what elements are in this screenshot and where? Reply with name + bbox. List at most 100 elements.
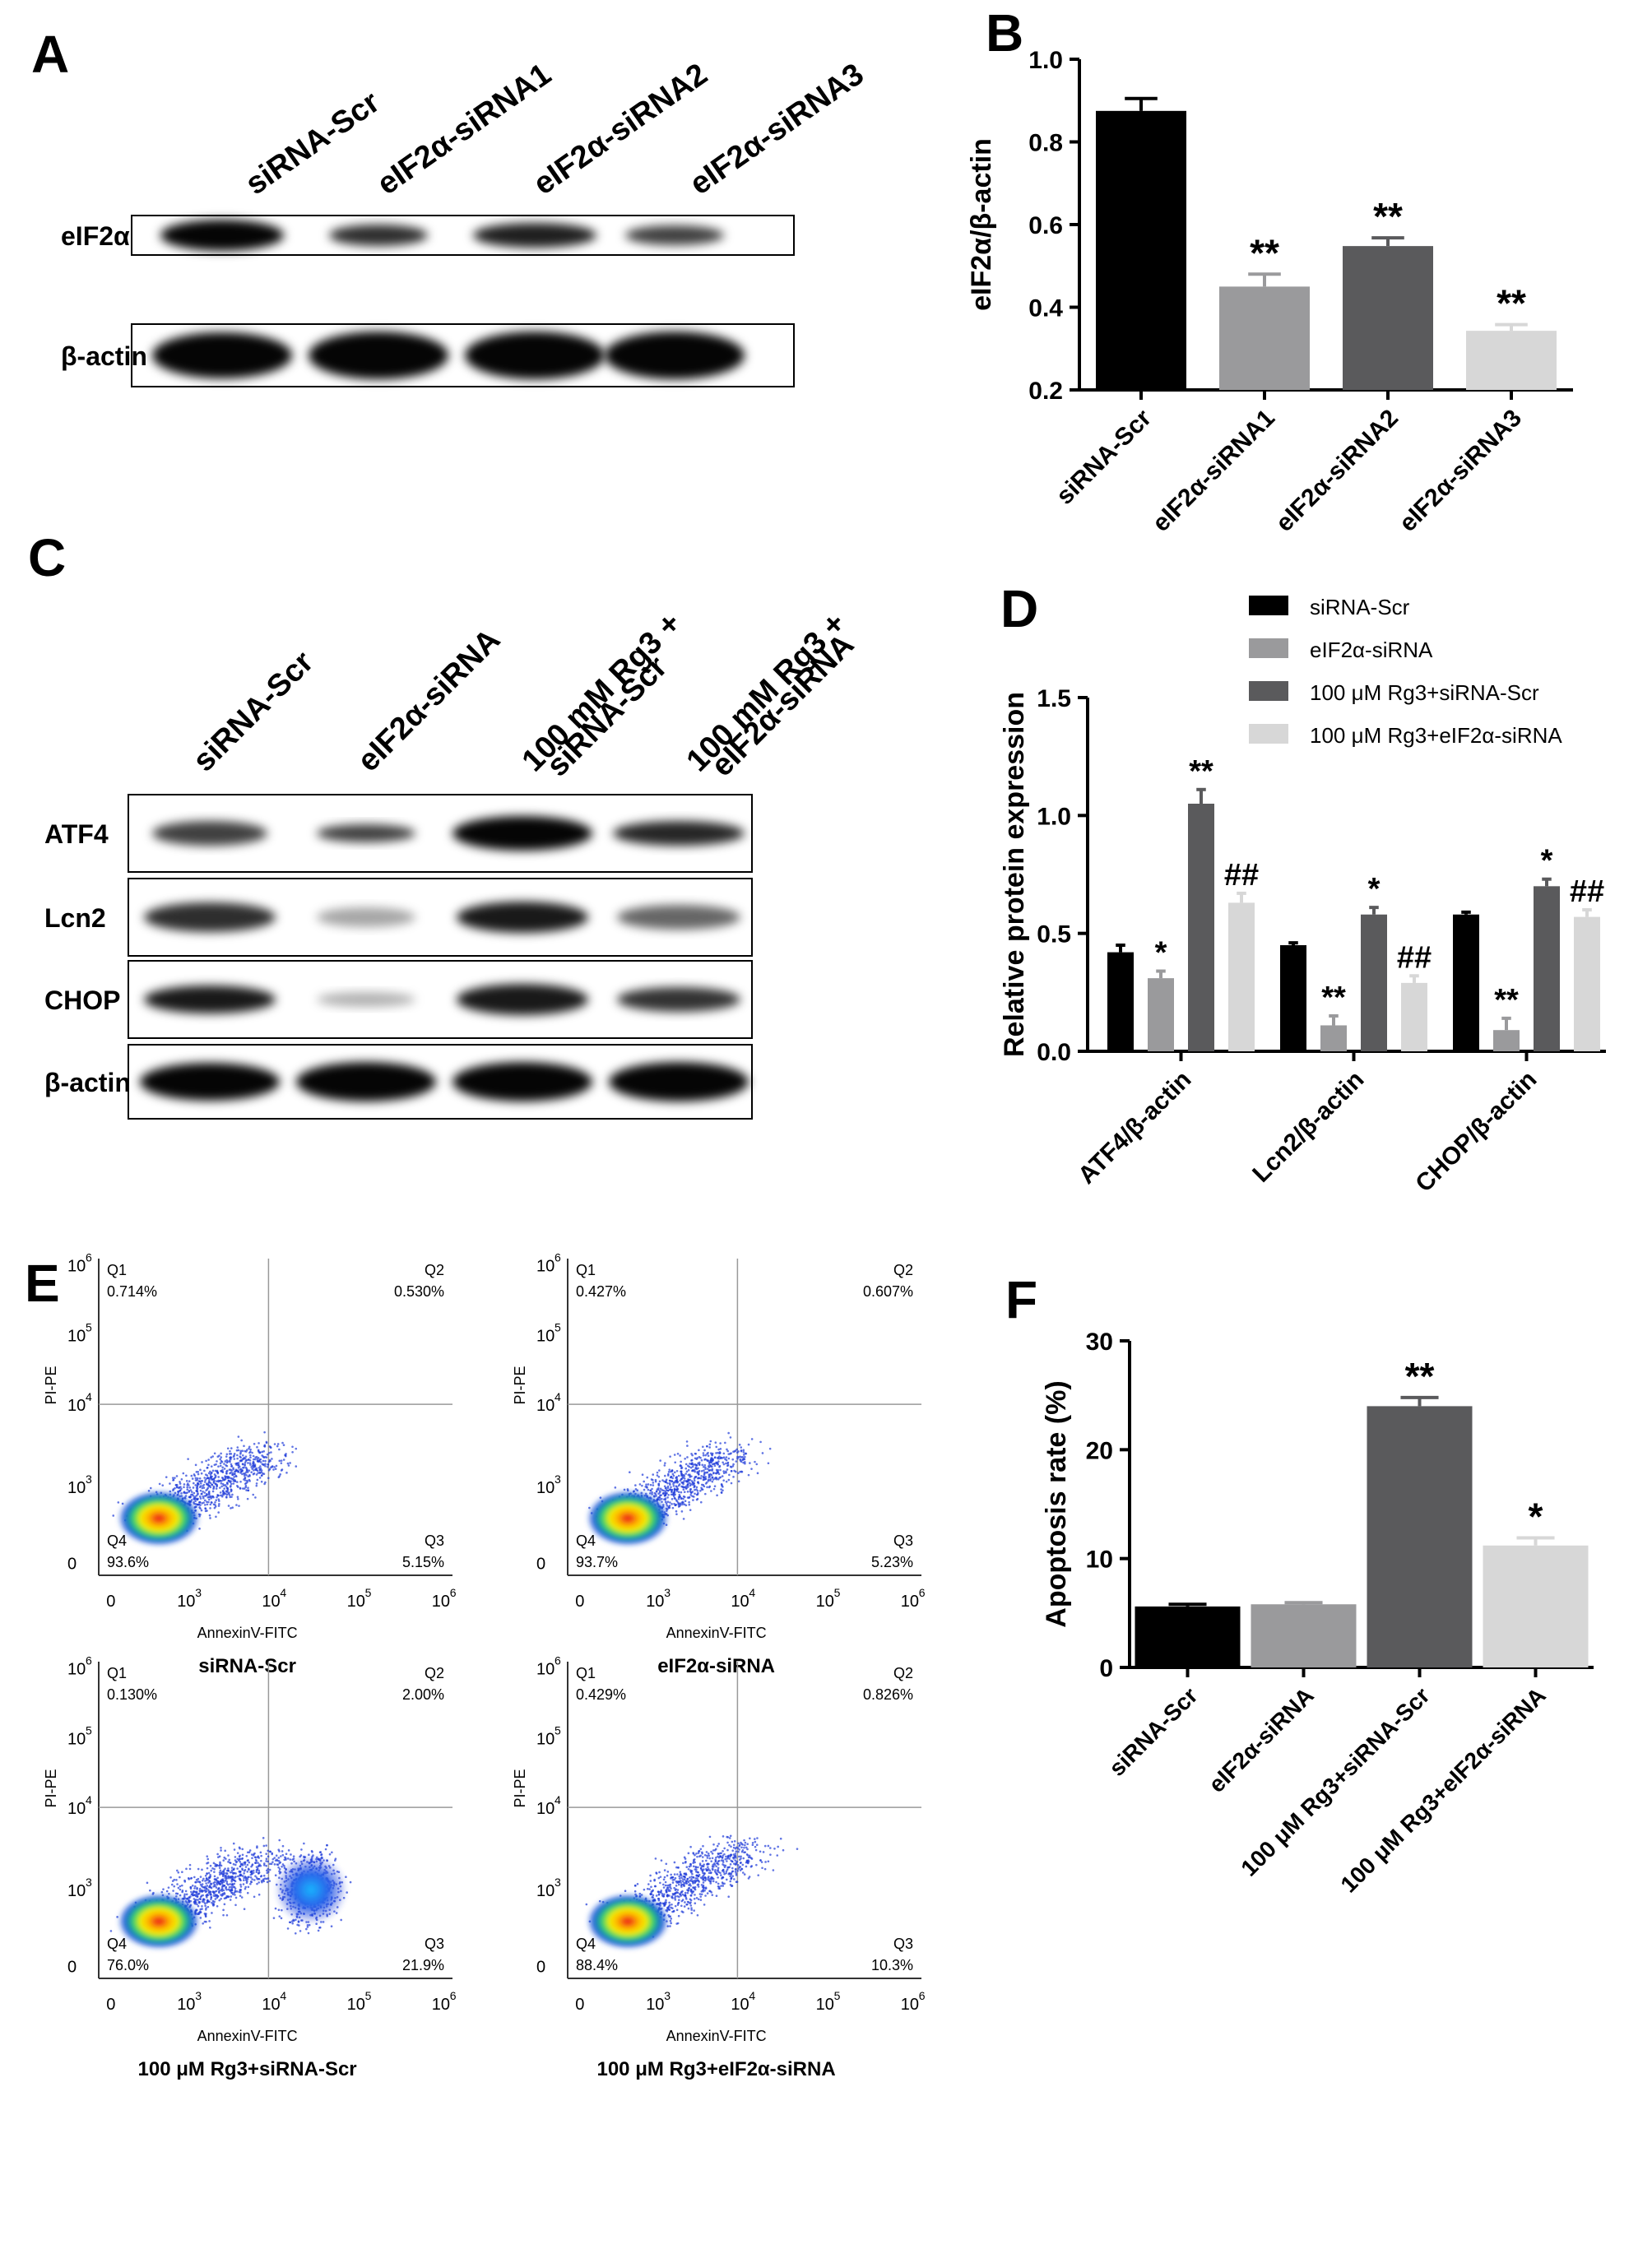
event-dot [661,1489,664,1491]
flow-x-tick-exponent: 3 [664,1586,671,1599]
y-axis-label: eIF2α/β-actin [966,138,997,311]
event-dot [739,1458,742,1461]
event-dot [224,1867,226,1870]
event-dot [734,1870,737,1873]
event-dot [190,1890,193,1894]
event-dot [703,1463,707,1467]
event-dot [197,1904,200,1908]
event-dot [215,1487,218,1490]
event-dot [252,1869,255,1872]
event-dot [668,1894,671,1897]
event-dot [686,1491,689,1493]
event-dot [683,1872,686,1876]
bar [1188,804,1214,1051]
event-dot [303,1842,305,1845]
event-dot [246,1891,249,1894]
event-dot [210,1898,212,1901]
event-dot [239,1455,241,1458]
flow-x-tick-label: 10 [816,1593,834,1611]
event-dot [653,1878,656,1881]
event-dot [211,1899,215,1903]
event-dot [188,1496,191,1499]
event-dot [648,1888,651,1890]
event-dot [218,1880,220,1884]
event-dot [717,1843,720,1845]
event-dot [195,1471,198,1473]
event-dot [666,1874,669,1877]
blot-c-band [144,985,276,1013]
event-dot [249,1448,252,1451]
event-dot [276,1443,280,1445]
event-dot [767,1844,770,1848]
event-dot [244,1887,247,1890]
blot-c-band [152,821,267,846]
event-dot [722,1854,724,1857]
flow-x-tick-exponent: 5 [834,1586,841,1599]
event-dot [199,1497,202,1500]
event-dot [233,1891,235,1894]
event-dot [654,1885,657,1888]
event-dot [223,1487,225,1490]
event-dot [680,1471,683,1473]
event-dot [720,1491,723,1494]
event-dot [678,1483,681,1486]
event-dot [684,1472,687,1475]
flow-y-tick-label: 10 [67,1800,86,1818]
event-dot [244,1464,246,1467]
event-dot [682,1476,684,1479]
event-dot [189,1899,193,1903]
blot-c-band [452,816,592,851]
flow-x-tick-label: 10 [901,1593,919,1611]
event-dot [747,1859,749,1862]
event-dot [726,1468,729,1471]
event-dot [225,1496,228,1498]
event-dot [698,1849,701,1853]
event-dot [225,1913,229,1917]
event-dot [666,1504,669,1507]
event-dot [697,1852,700,1854]
event-dot [253,1442,256,1445]
event-dot [220,1485,223,1488]
event-dot [296,1923,299,1927]
event-dot [717,1478,720,1481]
event-dot [731,1458,735,1461]
flow-y-tick-label: 10 [536,1730,555,1748]
event-dot [225,1874,227,1877]
event-dot [673,1861,676,1864]
bar [1107,952,1134,1051]
event-dot [209,1470,211,1473]
event-dot [257,1872,260,1875]
event-dot [682,1862,684,1865]
event-dot [227,1854,230,1857]
event-dot [295,1465,298,1468]
event-dot [180,1487,183,1491]
event-dot [158,1482,161,1486]
event-dot [197,1877,200,1880]
event-dot [677,1474,680,1477]
event-dot [202,1894,204,1897]
event-dot [273,1863,276,1866]
event-dot [194,1890,197,1894]
event-dot [249,1882,252,1885]
event-dot [248,1861,251,1864]
event-dot [689,1883,691,1885]
event-dot [682,1501,684,1505]
event-dot [252,1454,255,1458]
event-dot [229,1890,232,1893]
density-cluster [587,1490,670,1547]
event-dot [208,1885,211,1889]
event-dot [306,1923,309,1927]
event-dot [239,1885,243,1888]
event-dot [246,1497,249,1500]
event-dot [723,1853,726,1856]
event-dot [686,1889,689,1891]
event-dot [248,1469,251,1472]
event-dot [763,1867,767,1871]
event-dot [211,1478,214,1482]
event-dot [223,1869,225,1871]
event-dot [666,1500,670,1504]
event-dot [681,1899,684,1901]
panel-letter-b: B [986,3,1023,63]
event-dot [706,1468,709,1470]
event-dot [243,1872,245,1875]
